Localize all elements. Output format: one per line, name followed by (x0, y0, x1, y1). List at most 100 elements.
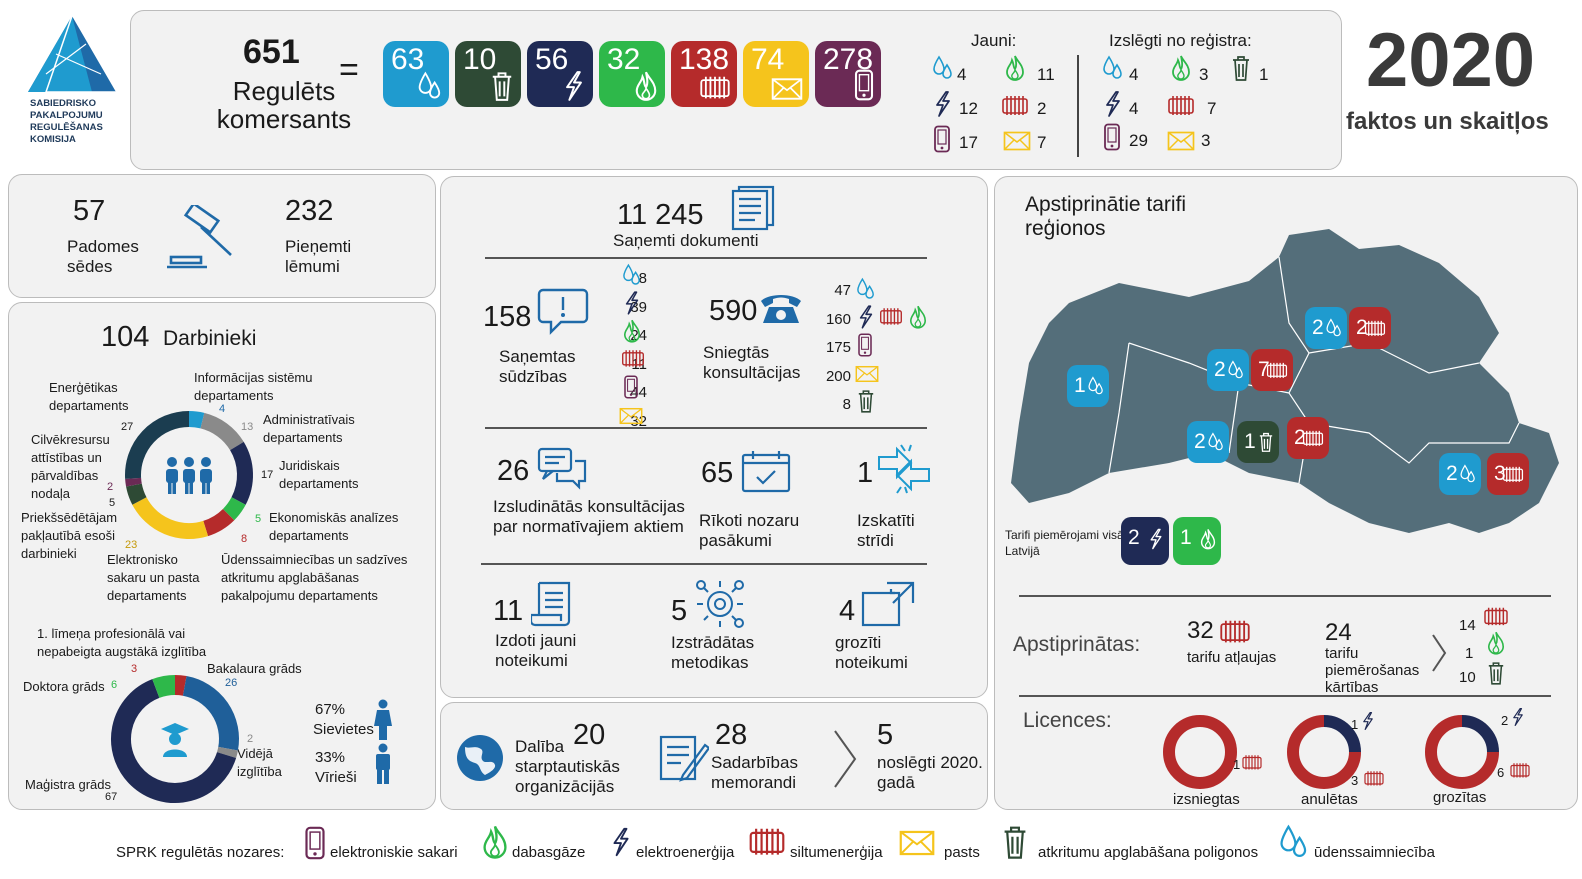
tile-gas: 32 (599, 41, 665, 107)
orgs-label: Dalība starptautiskās organizācijās (515, 737, 620, 796)
total-number: 651 (243, 33, 300, 71)
consult-water: 47 (834, 282, 851, 299)
removed-title: Izslēgti no reģistra: (1109, 31, 1252, 50)
edu-value-bachelor: 26 (225, 677, 238, 689)
documents-panel: 11 245 Saņemti dokumenti 158 Saņemtas sū… (440, 176, 988, 698)
logo-text-line: SABIEDRISKO (30, 98, 96, 109)
map-badge-heat: 2 (1349, 307, 1391, 349)
lightning-icon (1103, 91, 1123, 117)
dept-label-hr: Cilvēkresursu attīstības un pārvaldības … (31, 432, 110, 501)
department-segment (188, 411, 205, 429)
national-label: Tarifi piemērojami visā Latvijā (1005, 528, 1124, 558)
separator-line (481, 563, 927, 565)
department-segment (132, 496, 209, 539)
public-consult-number: 26 (497, 455, 530, 487)
envelope-icon (1003, 131, 1031, 151)
water-icon (1460, 464, 1476, 484)
arrow-right-icon (1432, 634, 1447, 672)
documents-number: 11 245 (617, 199, 704, 231)
edu-label-doctor: Doktora grāds (23, 679, 105, 694)
licence-changed-donut (1425, 715, 1499, 789)
phone-icon (1103, 123, 1121, 151)
licence-issued-label: izsniegtas (1173, 791, 1240, 808)
permits-number: 32 (1187, 617, 1214, 644)
dept-label-water: Ūdenssaimniecības un sadzīves atkritumu … (221, 552, 408, 603)
chat-bubbles-icon (537, 447, 587, 490)
lightning-icon (1511, 707, 1525, 727)
department-segment (229, 441, 253, 505)
education-segment (182, 676, 239, 751)
envelope-icon (771, 77, 803, 101)
consultations-number: 590 (709, 295, 758, 327)
legend-title: SPRK regulētās nozares: (116, 844, 285, 861)
radiator-icon (1502, 464, 1524, 484)
removed-energy: 4 (1129, 99, 1139, 118)
lightning-icon (561, 71, 587, 101)
disputes-label: Izskatīti strīdi (857, 511, 915, 550)
women-label: Sievietes (313, 721, 374, 738)
orgs-number: 20 (573, 719, 606, 751)
radiator-icon (1219, 617, 1251, 645)
phone-icon (623, 375, 639, 399)
dispute-arrows-icon (878, 444, 930, 494)
education-segment (174, 675, 187, 696)
logo-text-line: REGULĒŠANAS (30, 122, 103, 133)
graduate-icon (161, 723, 189, 757)
radiator-icon (1302, 428, 1324, 448)
licence-segment (1163, 715, 1238, 789)
departments-donut-chart (125, 411, 253, 539)
legend-post: pasts (944, 844, 980, 861)
new-heat: 2 (1037, 99, 1047, 118)
map-badge-water: 2 (1187, 421, 1229, 463)
radiator-icon (1266, 360, 1288, 380)
dept-value-energy: 27 (121, 421, 134, 433)
sessions-number: 57 (73, 195, 106, 227)
removed-waste: 1 (1259, 65, 1269, 84)
changed-rules-label: grozīti noteikumi (835, 633, 908, 672)
edit-frame-icon (861, 581, 915, 627)
department-segment (125, 411, 190, 479)
approved-label: Apstiprinātas: (1013, 633, 1141, 656)
changed-rules-number: 4 (839, 595, 856, 627)
department-segment (125, 477, 142, 487)
consult-phone: 175 (825, 339, 851, 356)
water-icon (417, 71, 443, 101)
dept-value-chair: 5 (109, 497, 116, 509)
consult-post: 200 (825, 367, 851, 385)
map-badge-water: 1 (1067, 365, 1109, 407)
orders-label: tarifu piemērošanas kārtības (1325, 645, 1420, 696)
decisions-label: Pieņemti lēmumi (285, 237, 352, 276)
tile-post: 74 (743, 41, 809, 107)
edu-value-doctor: 6 (111, 679, 118, 691)
header-panel: 651 Regulēts komersants = 63 10 56 32 13… (130, 10, 1342, 170)
water-icon (1326, 318, 1342, 338)
licence-cancelled-donut (1287, 715, 1361, 789)
gas-flame-icon (1200, 528, 1216, 550)
dept-label-telecom: Elektronisko sakaru un pasta departament… (107, 552, 200, 603)
dept-value-legal: 17 (261, 469, 274, 481)
sessions-label: Padomes sēdes (67, 237, 139, 276)
lightning-icon (933, 91, 953, 117)
tile-waste: 10 (455, 41, 521, 107)
envelope-icon (1167, 131, 1195, 151)
envelope-icon (855, 365, 879, 383)
new-phone: 17 (959, 133, 978, 152)
dept-label-legal: Juridiskais departaments (279, 458, 359, 491)
education-segment (111, 679, 237, 803)
department-segment (222, 497, 246, 521)
map-badge-waste: 1 (1237, 421, 1279, 463)
legend-waste: atkritumu apglabāšana poligonos (1038, 844, 1259, 861)
tile-phone: 278 (815, 41, 881, 107)
national-badge-energy: 2 (1121, 517, 1169, 565)
events-number: 65 (701, 457, 734, 489)
map-badge-heat: 7 (1251, 349, 1293, 391)
sprk-logo: SABIEDRISKO PAKALPOJUMU REGULĒŠANAS KOMI… (20, 14, 120, 154)
map-badge-heat: 2 (1287, 417, 1329, 459)
dept-value-hr: 2 (107, 481, 114, 493)
dept-value-it: 4 (219, 403, 226, 415)
staff-panel: 104 Darbinieki Enerģētikas departaments … (8, 302, 436, 810)
lightning-icon (857, 305, 875, 329)
logo-triangle-icon (28, 15, 116, 93)
orders-gas: 1 (1465, 645, 1474, 662)
envelope-icon (898, 830, 936, 856)
